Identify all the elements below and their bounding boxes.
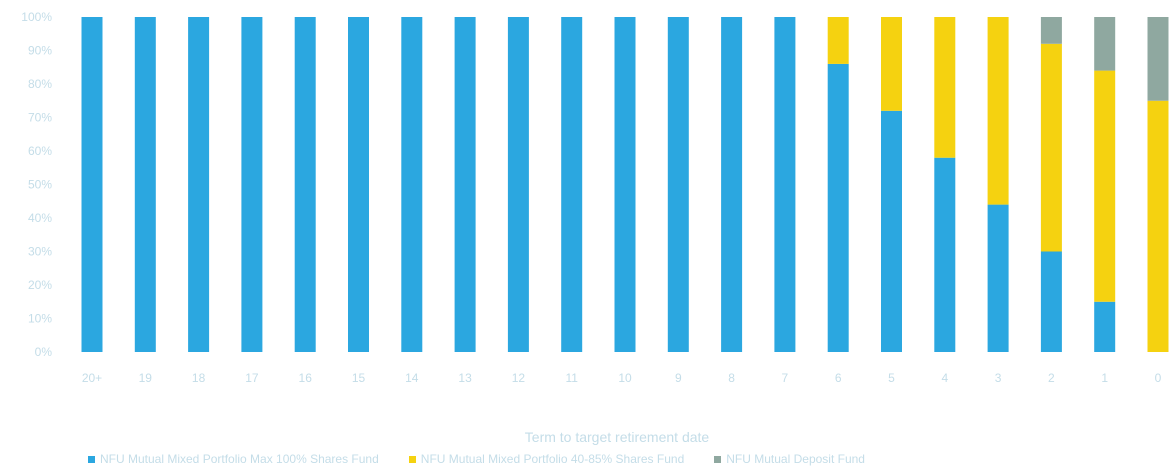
x-tick-label: 15 <box>352 371 366 385</box>
y-tick-label: 90% <box>28 44 52 58</box>
legend-swatch-40-85 <box>408 455 416 463</box>
x-tick-label: 11 <box>565 371 578 385</box>
bar-segment <box>987 17 1009 205</box>
legend-item-40-85: NFU Mutual Mixed Portfolio 40-85% Shares… <box>408 452 685 466</box>
bar-segment <box>188 17 210 352</box>
y-tick-label: 80% <box>28 77 52 91</box>
legend-swatch-deposit <box>714 455 722 463</box>
legend-label-max100: NFU Mutual Mixed Portfolio Max 100% Shar… <box>100 452 379 466</box>
x-tick-label: 19 <box>139 371 153 385</box>
bar-segment <box>881 17 902 111</box>
bar-segment <box>614 17 636 352</box>
bar-segment <box>1094 17 1116 71</box>
x-tick-label: 7 <box>782 371 789 385</box>
x-tick-label: 9 <box>675 371 682 385</box>
bar-segment <box>1147 17 1169 101</box>
bar-segment <box>721 17 743 352</box>
y-tick-label: 10% <box>28 312 52 326</box>
x-tick-label: 20+ <box>82 371 102 385</box>
bar-segment <box>667 17 689 352</box>
y-tick-label: 60% <box>28 144 52 158</box>
x-tick-label: 18 <box>192 371 206 385</box>
bar-segment <box>561 17 583 352</box>
legend-swatch-max100 <box>88 455 95 463</box>
y-tick-label: 20% <box>28 278 52 292</box>
bar-segment <box>81 17 103 352</box>
bar-segment <box>774 17 796 352</box>
y-tick-label: 50% <box>28 178 52 192</box>
x-tick-label: 8 <box>728 371 735 385</box>
bar-segment <box>827 63 849 353</box>
bar-segment <box>241 17 263 352</box>
bar-segment <box>454 17 476 352</box>
x-tick-label: 12 <box>512 371 526 385</box>
legend-label-40-85: NFU Mutual Mixed Portfolio 40-85% Shares… <box>420 452 685 466</box>
bar-segment <box>934 157 956 352</box>
x-tick-label: 13 <box>458 371 472 385</box>
bar-segment <box>1040 17 1062 44</box>
x-tick-label: 14 <box>405 371 419 385</box>
x-axis: 20+ 19 18 17 16 15 14 13 12 11 10 9 8 7 6 5 4 3 2 1 0 <box>82 371 1162 385</box>
y-tick-label: 70% <box>28 111 52 125</box>
bar-segment <box>1040 251 1062 352</box>
y-tick-label: 100% <box>21 10 52 24</box>
legend-item-deposit: NFU Mutual Deposit Fund <box>714 452 865 466</box>
bar-segment <box>827 17 849 64</box>
bars <box>81 17 1169 353</box>
x-tick-label: 1 <box>1101 371 1108 385</box>
bar-segment <box>1094 70 1116 302</box>
x-tick-label: 2 <box>1048 371 1055 385</box>
x-tick-label: 17 <box>245 371 259 385</box>
y-tick-label: 30% <box>28 245 52 259</box>
x-tick-label: 6 <box>835 371 842 385</box>
x-tick-label: 4 <box>941 371 948 385</box>
x-tick-label: 0 <box>1155 371 1162 385</box>
bar-segment <box>1094 301 1116 352</box>
x-tick-label: 10 <box>618 371 632 385</box>
legend: NFU Mutual Mixed Portfolio Max 100% Shar… <box>88 452 865 466</box>
bar-segment <box>507 17 529 352</box>
legend-item-max100: NFU Mutual Mixed Portfolio Max 100% Shar… <box>88 452 379 466</box>
y-tick-label: 0% <box>35 345 53 359</box>
bar-segment <box>348 17 369 352</box>
legend-label-deposit: NFU Mutual Deposit Fund <box>726 452 865 466</box>
bar-segment <box>881 110 902 352</box>
bar-segment <box>1040 43 1062 252</box>
y-axis: 0% 10% 20% 30% 40% 50% 60% 70% 80% 90% 100% <box>21 10 52 359</box>
x-tick-label: 5 <box>888 371 895 385</box>
bar-segment <box>134 17 156 352</box>
x-axis-title: Term to target retirement date <box>525 429 710 445</box>
bar-segment <box>934 17 956 158</box>
bar-segment <box>401 17 423 352</box>
bar-segment <box>1147 100 1169 352</box>
y-tick-label: 40% <box>28 211 52 225</box>
bar-segment <box>987 204 1009 352</box>
x-tick-label: 3 <box>995 371 1002 385</box>
x-tick-label: 16 <box>299 371 313 385</box>
bar-segment <box>294 17 316 352</box>
